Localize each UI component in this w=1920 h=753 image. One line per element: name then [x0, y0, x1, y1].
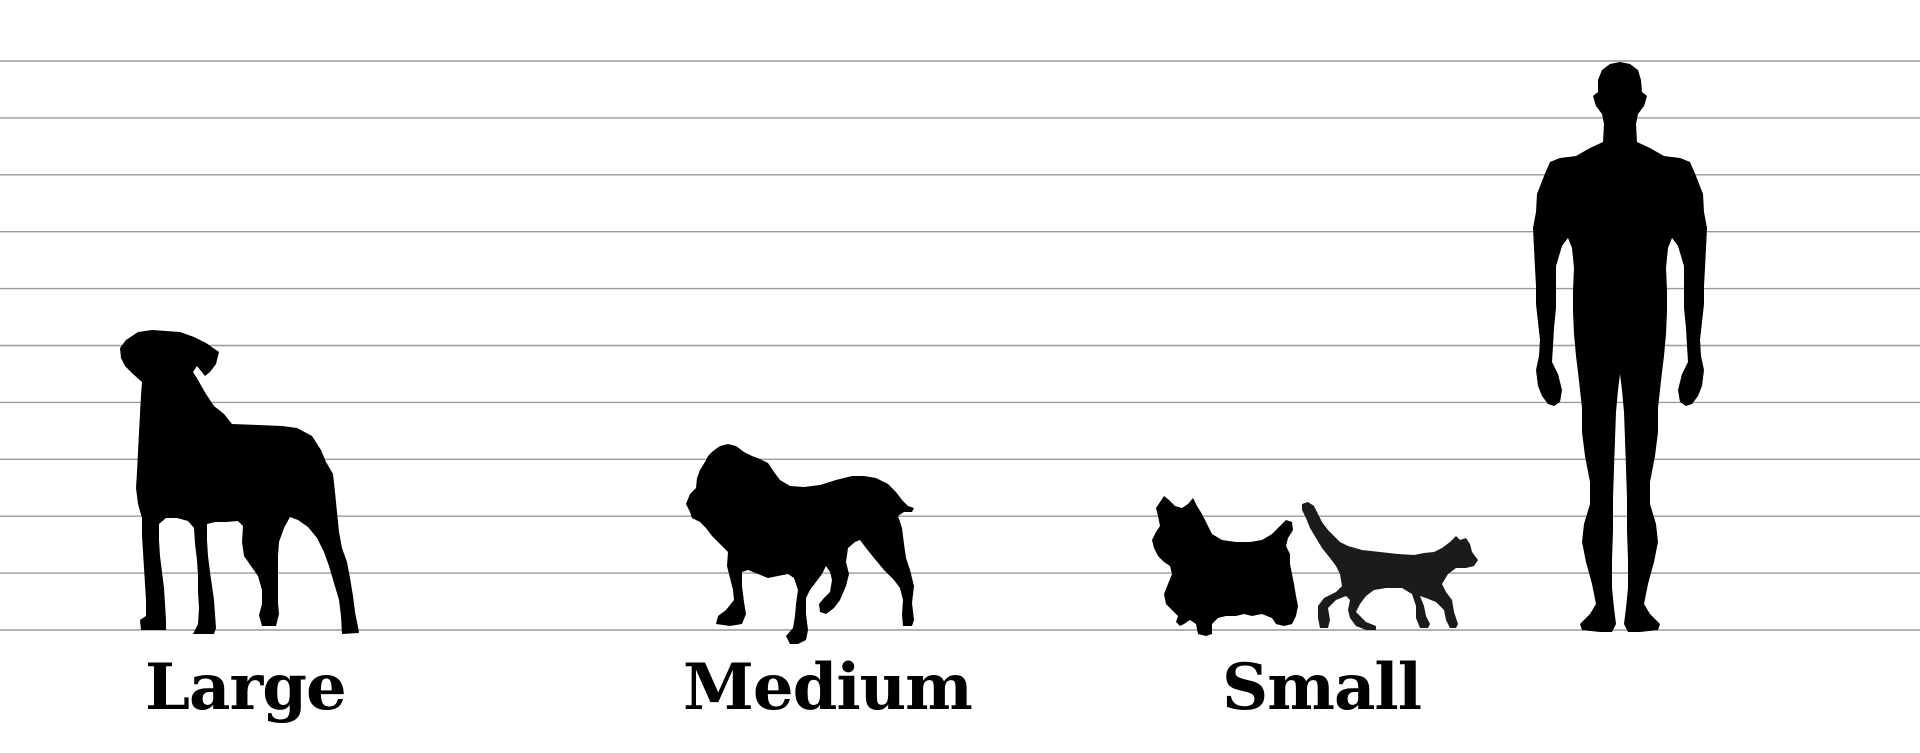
large-dog-silhouette [120, 330, 359, 634]
cat-silhouette [1302, 502, 1478, 630]
terrier-silhouette [1152, 496, 1298, 636]
human-silhouette [1533, 62, 1707, 632]
size-label-medium: Medium [683, 650, 973, 725]
size-label-small: Small [1222, 650, 1422, 725]
bulldog-silhouette [686, 444, 914, 644]
size-label-large: Large [145, 650, 347, 725]
